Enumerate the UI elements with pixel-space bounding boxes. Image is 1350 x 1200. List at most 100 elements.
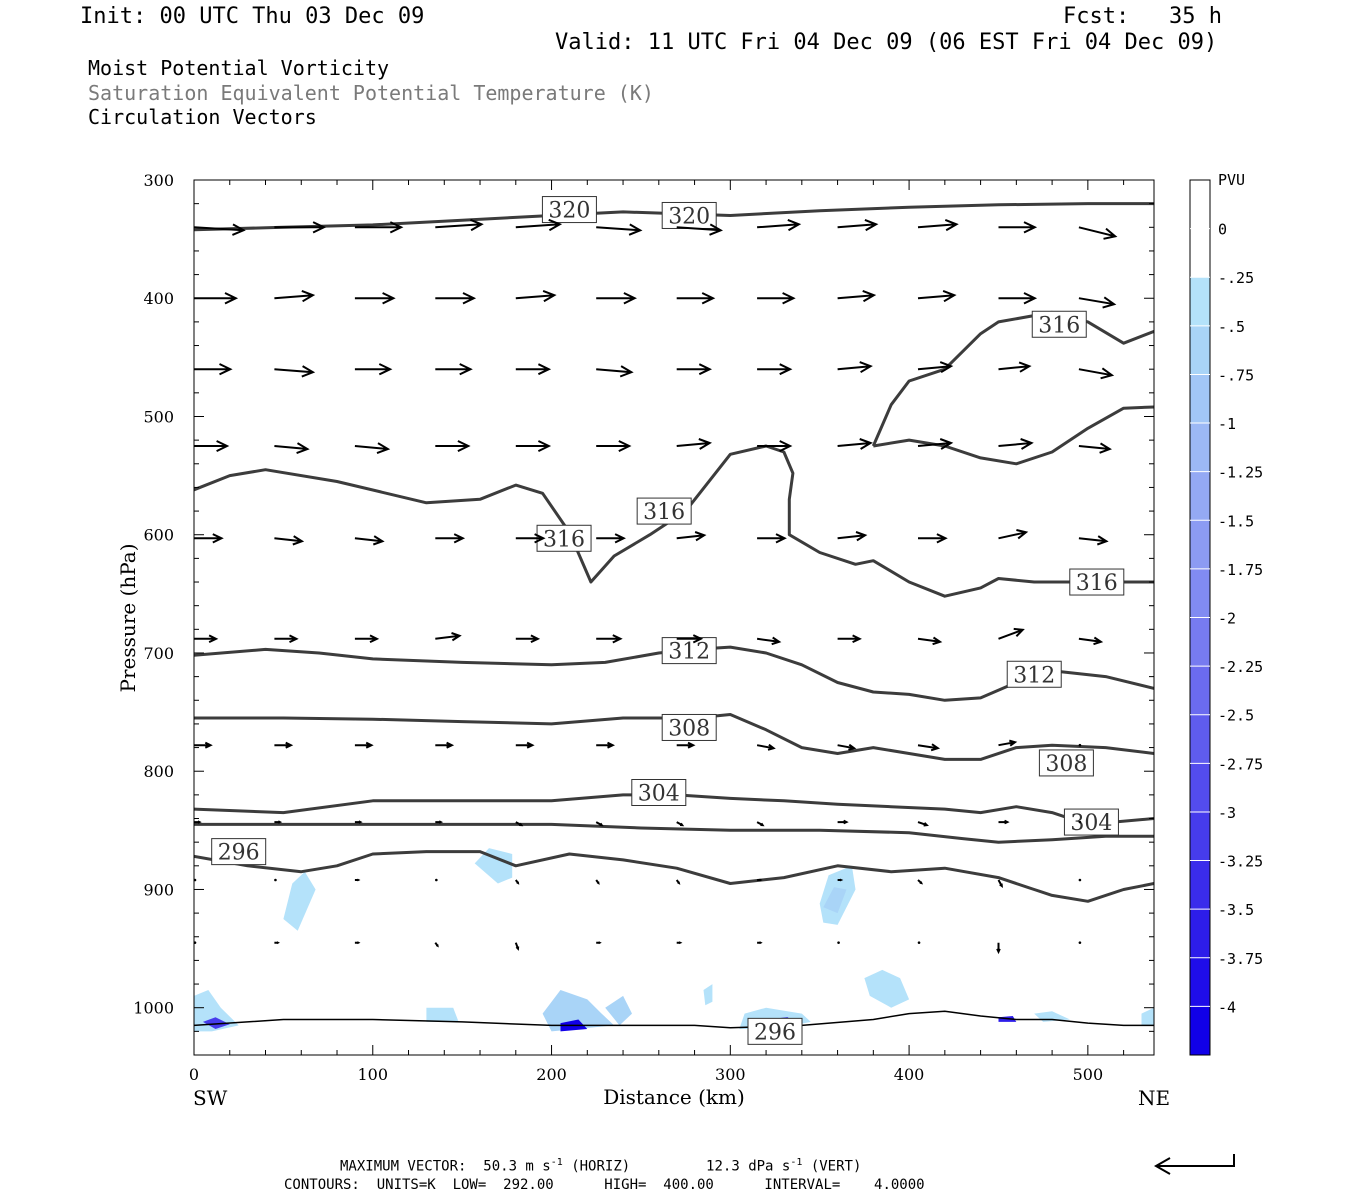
contour-label-box-4 — [1031, 310, 1087, 338]
circulation-vector-0-1 — [274, 221, 327, 234]
circulation-vector-2-4 — [515, 363, 552, 376]
colorbar-label-16: -4 — [1218, 998, 1236, 1016]
contour-label-box-0 — [541, 196, 597, 224]
y-tick-label-900: 900 — [143, 880, 174, 899]
circulation-vector-6-9 — [917, 743, 941, 752]
contours-note: CONTOURS: UNITS=K LOW= 292.00 HIGH= 400.… — [284, 1177, 925, 1193]
y-tick-label-400: 400 — [143, 289, 174, 308]
colorbar-swatch-9 — [1190, 617, 1210, 667]
colorbar-swatch-17 — [1190, 1006, 1210, 1056]
circulation-vector-2-6 — [676, 363, 713, 376]
x-tick-label-500: 500 — [1073, 1065, 1104, 1084]
colorbar-swatch-7 — [1190, 520, 1210, 570]
circulation-vector-3-0 — [194, 440, 230, 452]
colorbar-label-11: -2.75 — [1218, 755, 1263, 773]
colorbar-label-12: -3 — [1218, 804, 1236, 822]
circulation-vector-3-1 — [274, 442, 310, 455]
x-tick-label-300: 300 — [715, 1065, 746, 1084]
contour-label-5: 316 — [1076, 571, 1118, 596]
colorbar-swatch-1 — [1190, 228, 1210, 278]
colorbar-label-10: -2.5 — [1218, 707, 1254, 725]
max-vector-end: (VERT) — [802, 1158, 862, 1175]
contour-label-12: 296 — [218, 841, 260, 866]
circulation-vector-4-3 — [435, 533, 466, 544]
circulation-vector-2-10 — [998, 361, 1032, 373]
circulation-vector-0-9 — [917, 218, 959, 232]
contour-label-box-9 — [1038, 749, 1094, 777]
colorbar-label-14: -3.5 — [1218, 901, 1254, 919]
colorbar-label-4: -1 — [1218, 415, 1236, 433]
circulation-vector-2-9 — [917, 361, 954, 374]
x-tick-label-100: 100 — [357, 1065, 388, 1084]
circulation-vector-0-8 — [837, 218, 879, 232]
circulation-vector-5-1 — [274, 634, 299, 644]
colorbar-label-9: -2.25 — [1218, 658, 1263, 676]
circulation-vector-9-5 — [596, 941, 602, 945]
contour-label-10: 304 — [638, 782, 680, 807]
contour-label-13: 296 — [754, 1020, 796, 1045]
contour-label-2: 316 — [543, 527, 585, 552]
theta-contour-300-7 — [194, 822, 1154, 844]
circulation-vector-0-2 — [354, 221, 404, 234]
circulation-vector-8-2 — [354, 878, 361, 882]
y-tick-label-700: 700 — [143, 644, 174, 663]
circulation-vector-6-11 — [1078, 743, 1082, 747]
y-tick-label-600: 600 — [143, 526, 174, 545]
x-tick-label-0: 0 — [189, 1065, 199, 1084]
pv-region-0 — [283, 871, 316, 931]
unit-exponent-horiz: -1 — [550, 1157, 563, 1168]
circulation-vector-2-0 — [194, 363, 233, 376]
circulation-vector-3-5 — [596, 440, 632, 452]
circulation-vector-5-2 — [354, 634, 380, 644]
pv-region-10 — [703, 984, 713, 1006]
circulation-vector-6-5 — [596, 741, 616, 749]
pv-region-3 — [823, 887, 847, 914]
circulation-vector-9-10 — [996, 942, 1001, 955]
x-end-label-ne: NE — [1138, 1086, 1170, 1110]
circulation-vector-1-1 — [274, 289, 316, 303]
circulation-vector-5-11 — [1078, 636, 1104, 646]
circulation-vector-9-7 — [757, 941, 763, 945]
circulation-vector-4-11 — [1078, 535, 1109, 546]
circulation-vector-7-3 — [435, 820, 444, 824]
colorbar-swatch-10 — [1190, 666, 1210, 716]
contour-label-4: 316 — [1038, 313, 1080, 338]
circulation-vector-6-3 — [435, 741, 455, 749]
theta-contour-296-8 — [194, 850, 1154, 903]
circulation-vector-8-9 — [917, 879, 924, 885]
circulation-vector-5-5 — [596, 634, 623, 644]
circulation-vector-1-8 — [837, 289, 877, 303]
circulation-vector-8-11 — [1078, 878, 1082, 882]
circulation-vector-1-3 — [435, 292, 477, 305]
max-vector-horiz: MAXIMUM VECTOR: 50.3 m s — [340, 1158, 551, 1175]
contour-label-box-2 — [536, 524, 592, 552]
circulation-vector-4-0 — [194, 533, 224, 544]
circulation-vector-7-1 — [274, 820, 283, 824]
circulation-vector-1-6 — [676, 292, 716, 305]
contour-label-box-5 — [1069, 568, 1125, 596]
unit-exponent-vert: -1 — [790, 1157, 803, 1168]
pv-region-1 — [474, 848, 513, 884]
contour-label-box-3 — [636, 497, 692, 525]
circulation-vector-2-7 — [757, 363, 793, 376]
circulation-vector-4-7 — [757, 533, 787, 544]
circulation-vector-0-11 — [1078, 226, 1118, 240]
circulation-vector-3-4 — [515, 440, 552, 452]
valid-time: Valid: 11 UTC Fri 04 Dec 09 (06 EST Fri … — [555, 30, 1218, 55]
circulation-vector-3-7 — [757, 440, 793, 452]
theta-contour-308-5 — [194, 713, 1154, 761]
circulation-vector-3-8 — [837, 438, 873, 450]
colorbar-swatch-0 — [1190, 180, 1210, 230]
circulation-vector-7-7 — [756, 821, 765, 827]
circulation-vector-3-11 — [1078, 442, 1112, 454]
circulation-vector-7-11 — [1078, 820, 1082, 824]
circulation-vector-5-8 — [837, 634, 862, 644]
circulation-vector-5-6 — [676, 634, 704, 644]
circulation-vector-8-6 — [675, 879, 681, 885]
colorbar-swatch-14 — [1190, 860, 1210, 910]
circulation-vector-1-11 — [1078, 296, 1117, 309]
max-vector-note: MAXIMUM VECTOR: 50.3 m s-1 (HORIZ) 12.3 … — [340, 1158, 861, 1174]
y-tick-label-500: 500 — [143, 407, 174, 426]
circulation-vector-6-4 — [515, 741, 535, 749]
pv-region-13 — [864, 969, 910, 1008]
